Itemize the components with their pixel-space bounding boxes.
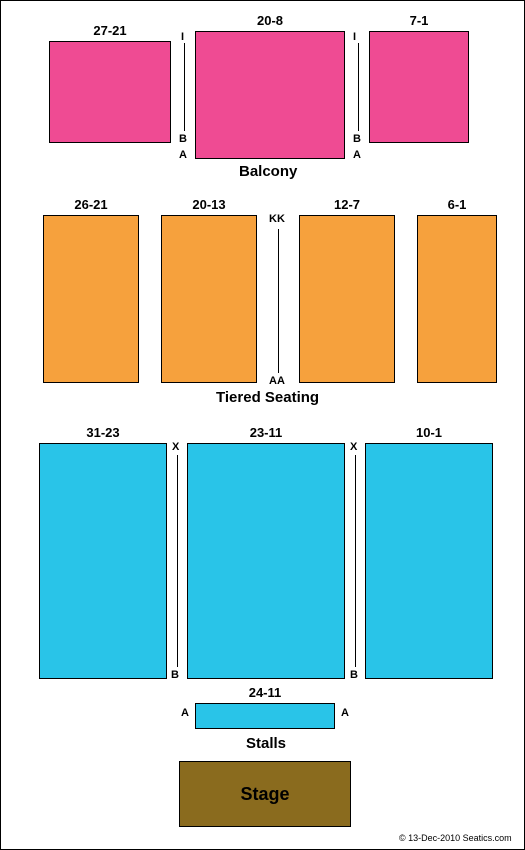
- stalls-title: Stalls: [246, 735, 286, 752]
- balcony-right-block[interactable]: [369, 31, 469, 143]
- balcony-right-label: 7-1: [410, 13, 429, 28]
- tiered-2-label: 20-13: [192, 197, 225, 212]
- row-label: B: [353, 133, 361, 145]
- balcony-left-block[interactable]: [49, 41, 171, 143]
- stage-label: Stage: [240, 784, 289, 805]
- stalls-front-label: 24-11: [249, 685, 282, 700]
- row-label: A: [181, 707, 189, 719]
- aisle-line: [177, 455, 178, 667]
- aisle-line: [355, 455, 356, 667]
- aisle-line: [278, 229, 279, 373]
- tiered-1-block[interactable]: [43, 215, 139, 383]
- row-label: A: [353, 149, 361, 161]
- stalls-front-block[interactable]: [195, 703, 335, 729]
- aisle-line: [184, 43, 185, 131]
- copyright-text: © 13-Dec-2010 Seatics.com: [399, 833, 512, 843]
- balcony-title: Balcony: [239, 163, 297, 180]
- stalls-left-block[interactable]: [39, 443, 167, 679]
- tiered-4-block[interactable]: [417, 215, 497, 383]
- balcony-center-block[interactable]: [195, 31, 345, 159]
- tiered-2-block[interactable]: [161, 215, 257, 383]
- tiered-title: Tiered Seating: [216, 389, 319, 406]
- row-label: AA: [269, 375, 285, 387]
- tiered-4-label: 6-1: [448, 197, 467, 212]
- row-label: B: [350, 669, 358, 681]
- tiered-3-block[interactable]: [299, 215, 395, 383]
- seating-chart: 27-21 20-8 7-1 I I B A B A Balcony 26-21…: [0, 0, 525, 850]
- stalls-right-block[interactable]: [365, 443, 493, 679]
- row-label: X: [172, 441, 179, 453]
- aisle-line: [358, 43, 359, 131]
- row-label: B: [171, 669, 179, 681]
- row-label: I: [353, 31, 356, 43]
- stalls-right-label: 10-1: [416, 425, 442, 440]
- row-label: I: [181, 31, 184, 43]
- row-label: A: [179, 149, 187, 161]
- stalls-center-block[interactable]: [187, 443, 345, 679]
- row-label: X: [350, 441, 357, 453]
- stage-block: Stage: [179, 761, 351, 827]
- stalls-left-label: 31-23: [86, 425, 119, 440]
- row-label: A: [341, 707, 349, 719]
- row-label: B: [179, 133, 187, 145]
- tiered-1-label: 26-21: [74, 197, 107, 212]
- row-label: KK: [269, 213, 285, 225]
- stalls-center-label: 23-11: [250, 425, 283, 440]
- tiered-3-label: 12-7: [334, 197, 360, 212]
- balcony-left-label: 27-21: [93, 23, 126, 38]
- balcony-center-label: 20-8: [257, 13, 283, 28]
